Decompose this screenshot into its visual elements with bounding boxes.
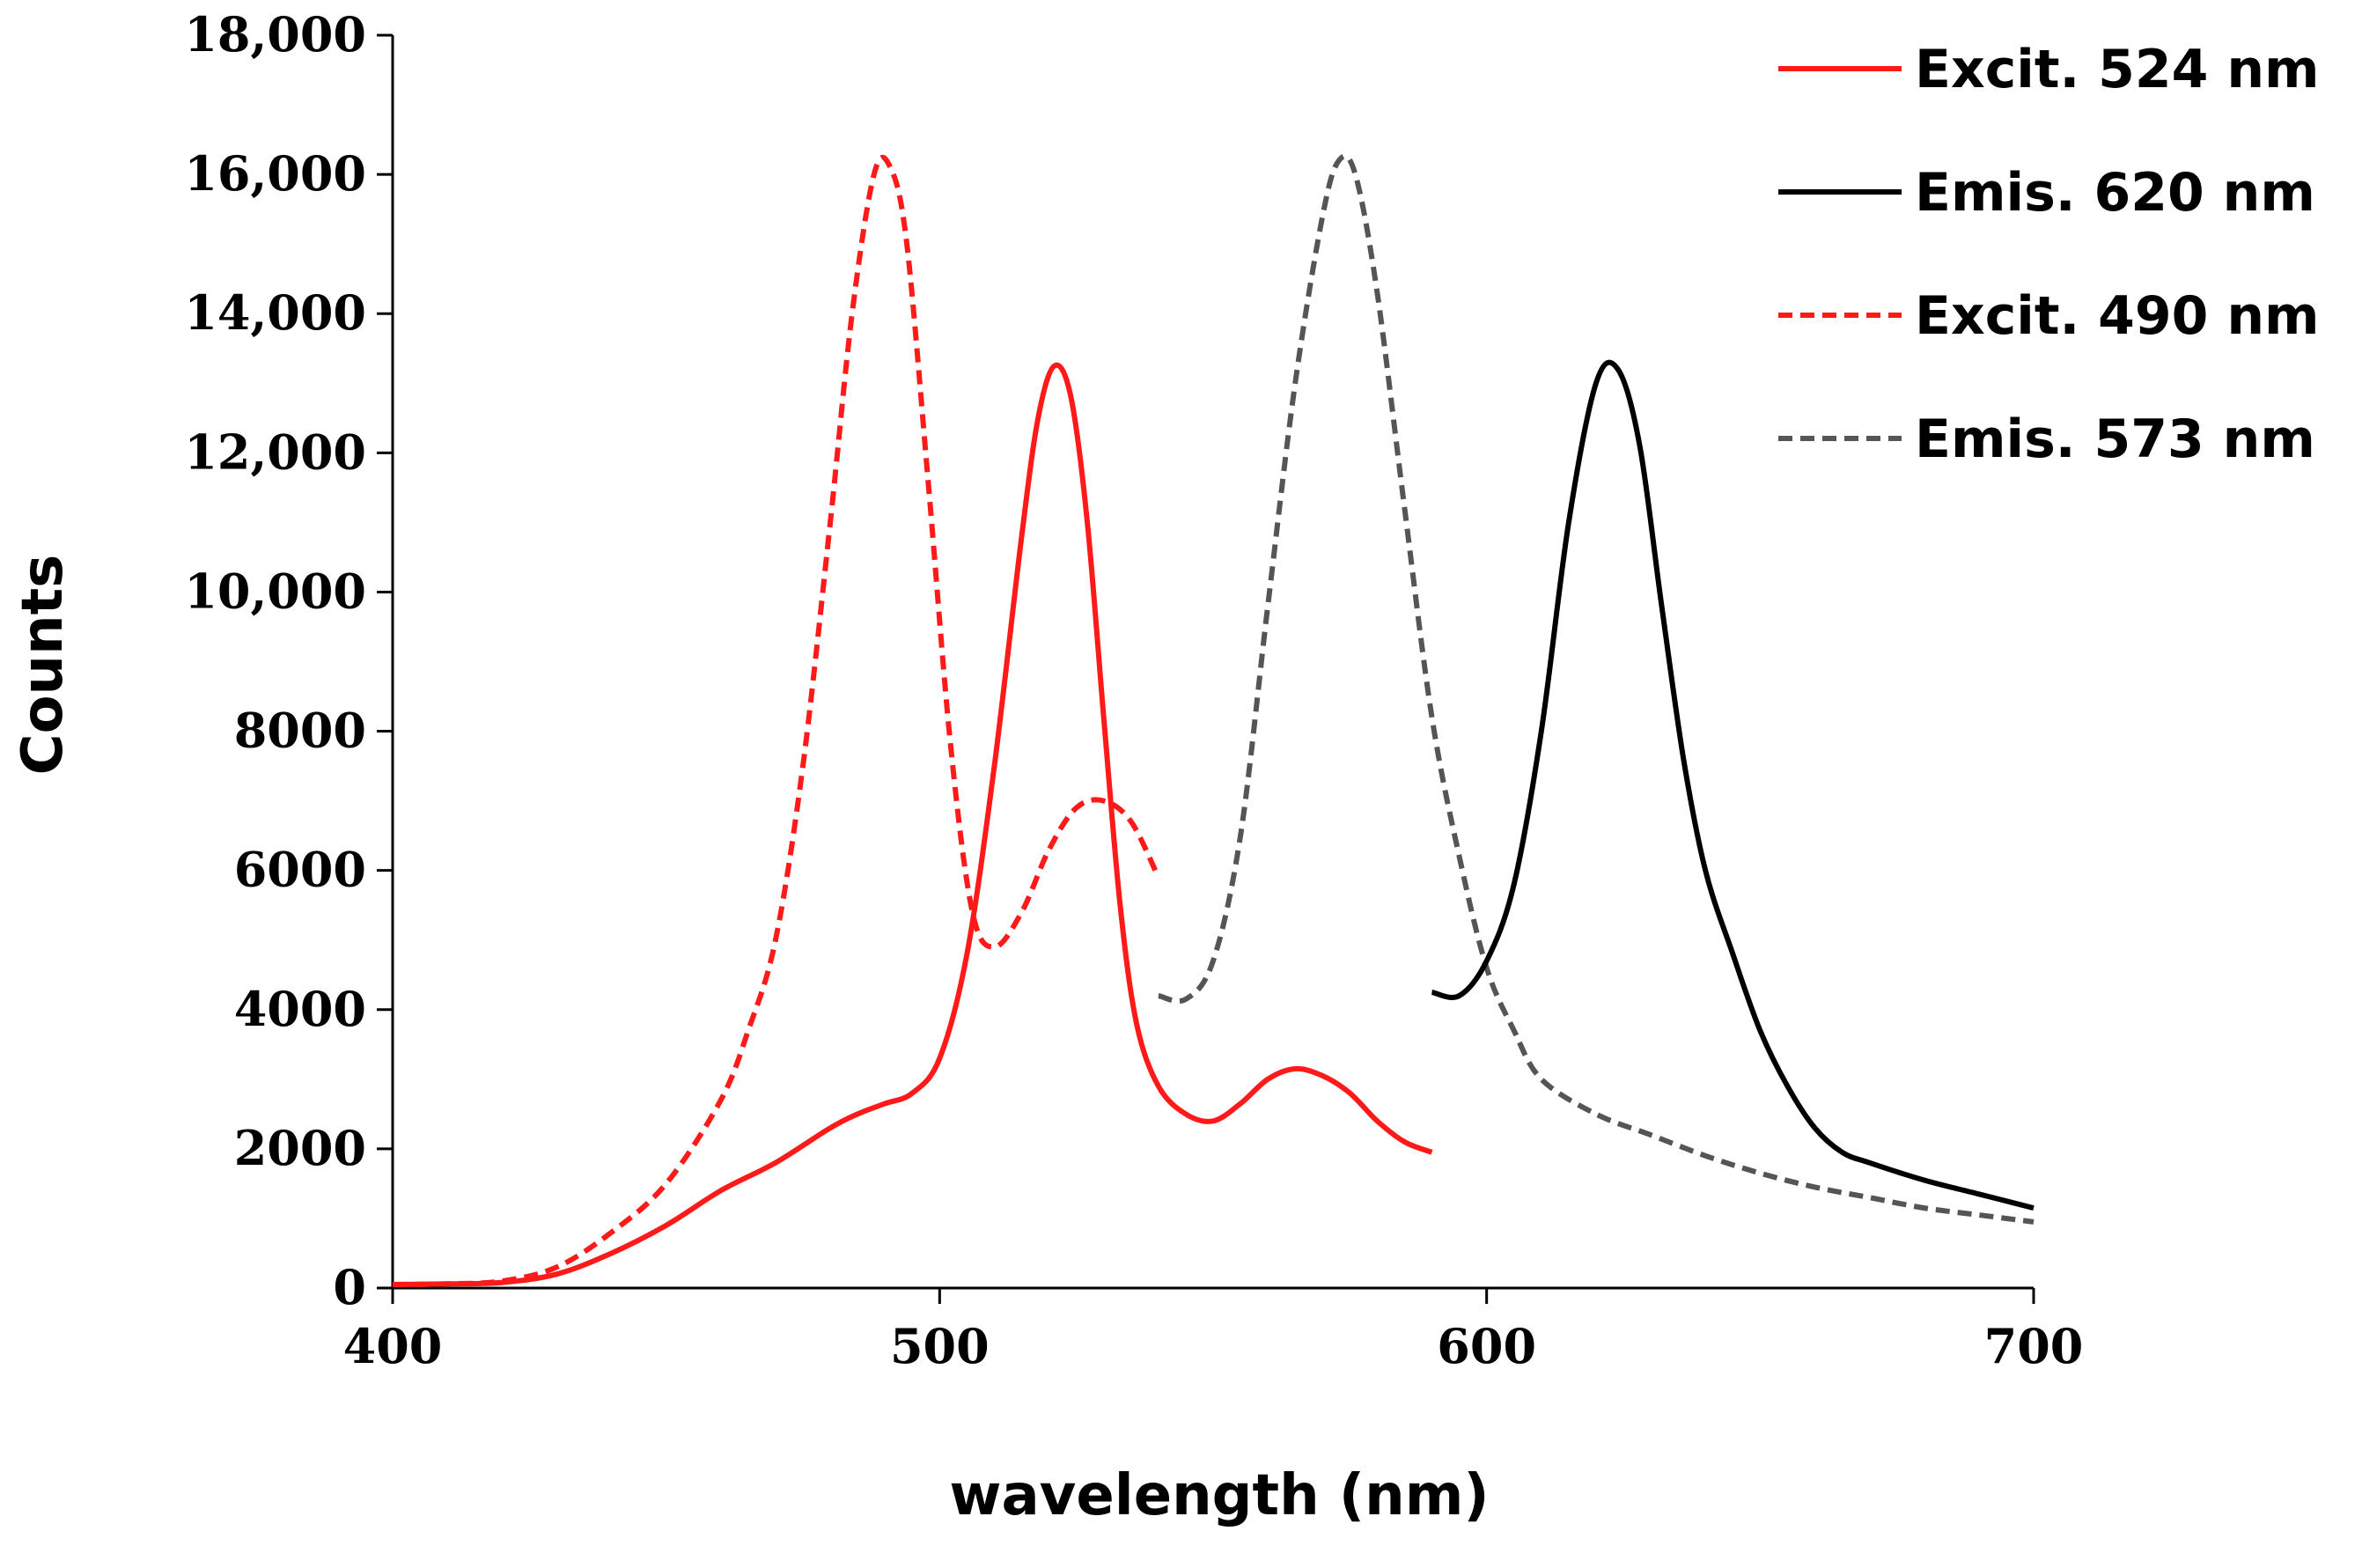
legend-label: Emis. 573 nm bbox=[1915, 409, 2315, 470]
y-tick-label: 16,000 bbox=[184, 145, 366, 202]
legend-label: Excit. 524 nm bbox=[1915, 39, 2320, 100]
legend-label: Emis. 620 nm bbox=[1915, 162, 2315, 224]
series-line-emis-573-nm bbox=[1158, 153, 2035, 1225]
x-tick-label: 700 bbox=[1984, 1318, 2084, 1374]
legend: Excit. 524 nm Emis. 620 nm Excit. 490 nm Em… bbox=[1778, 39, 2320, 470]
y-tick-label: 12,000 bbox=[184, 423, 366, 480]
y-tick-label: 18,000 bbox=[184, 6, 366, 63]
series-line-excit-490-nm bbox=[392, 154, 1161, 1287]
series-layer bbox=[392, 153, 2035, 1287]
y-tick-label: 8000 bbox=[234, 703, 366, 759]
y-tick-label: 14,000 bbox=[184, 284, 366, 341]
x-tick-label: 600 bbox=[1437, 1318, 1536, 1374]
y-tick-label: 10,000 bbox=[184, 563, 366, 619]
y-tick-label: 0 bbox=[333, 1259, 366, 1315]
axes: 0 2000 4000 6000 8000 10,000 12,000 14,000 16,00… bbox=[184, 6, 2083, 1374]
legend-label: Excit. 490 nm bbox=[1915, 285, 2320, 347]
series-line-excit-524-nm bbox=[392, 362, 1433, 1287]
x-tick-label: 400 bbox=[343, 1318, 443, 1374]
x-axis-title: wavelength (nm) bbox=[949, 1463, 1489, 1528]
y-tick-label: 2000 bbox=[234, 1120, 366, 1176]
y-tick-label: 4000 bbox=[234, 981, 366, 1037]
x-tick-label: 500 bbox=[890, 1318, 990, 1374]
series-line-emis-620-nm bbox=[1431, 359, 2035, 1211]
y-axis-title: Counts bbox=[11, 555, 76, 776]
y-tick-label: 6000 bbox=[234, 842, 366, 898]
